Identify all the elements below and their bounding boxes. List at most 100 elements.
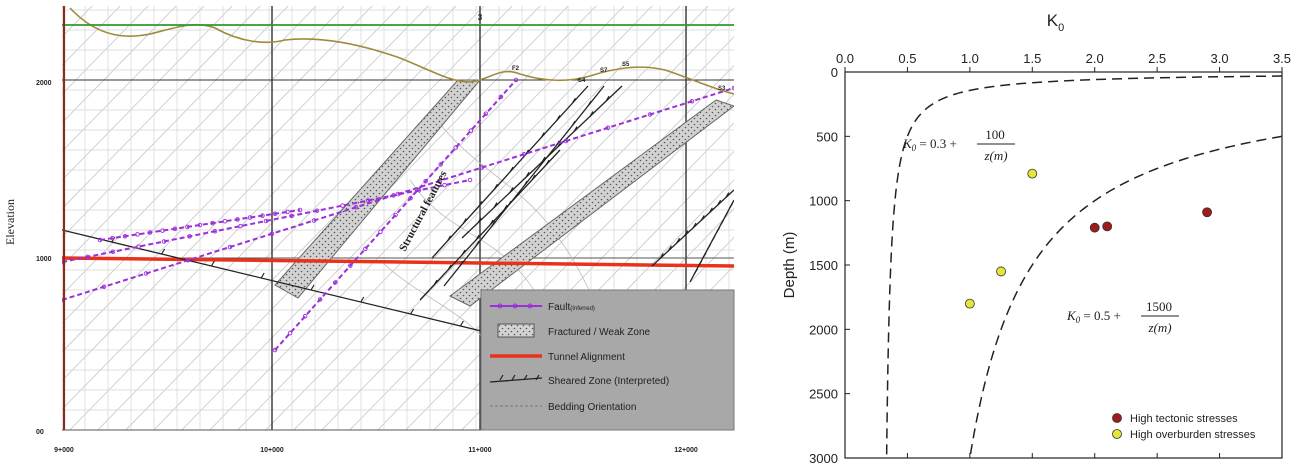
sheared-zone-tick xyxy=(410,308,415,315)
legend-fault-marker xyxy=(527,303,533,309)
fault-marker xyxy=(340,203,345,208)
bedding-hatch xyxy=(237,6,653,430)
fault-marker xyxy=(122,233,128,239)
fault-marker xyxy=(647,112,653,117)
fault-marker xyxy=(438,162,443,167)
y-tick-label: 0 xyxy=(831,65,838,80)
chart-svg: K00.0 0.5 1.0 1.5 2.0 2.5 3.0 3.505001000150020… xyxy=(781,11,1291,466)
x-tick-label: 1.5 xyxy=(1023,51,1041,66)
fault-marker xyxy=(365,198,371,203)
fault-marker xyxy=(269,231,275,236)
sheared-zone-tick xyxy=(555,140,560,147)
fault-marker xyxy=(161,239,167,244)
sheared-zone-tick xyxy=(503,204,508,211)
legend-item-weak: Fractured / Weak Zone xyxy=(497,323,651,338)
eq-k-sub: 0 xyxy=(912,143,917,153)
fault-marker xyxy=(498,94,504,100)
legend-label: Sheared Zone (Interpreted) xyxy=(548,376,669,387)
sheared-zone-tick xyxy=(447,235,452,242)
sheared-zone-tick xyxy=(523,180,528,187)
fault-marker xyxy=(442,182,447,188)
chainage-tick-label: 12+000 xyxy=(674,447,698,454)
elevation-tick-label: 2000 xyxy=(36,80,52,87)
sheared-zone-tick xyxy=(556,115,561,121)
legend-sublabel: (Inferred) xyxy=(570,306,595,312)
fault-marker xyxy=(187,234,192,239)
sheared-zone-tick xyxy=(461,249,466,256)
fault-marker xyxy=(212,228,218,234)
sheared-zone-tick xyxy=(573,126,578,132)
sheared-zone-tick xyxy=(589,111,594,117)
fault-marker xyxy=(160,228,165,233)
sheared-zone-tick xyxy=(693,268,698,275)
fault-marker xyxy=(393,212,398,218)
fault-marker xyxy=(348,263,353,268)
legend-fault-marker xyxy=(512,303,518,309)
fault-marker xyxy=(311,218,317,223)
legend-marker xyxy=(1112,413,1122,423)
data-point-series-2 xyxy=(996,266,1006,277)
fault-marker xyxy=(391,193,396,198)
fault-marker xyxy=(437,178,443,183)
fault-marker xyxy=(97,237,103,243)
k0-depth-chart: K0 0.0 0.5 1.0 1.5 2.0 2.5 3.0 3.5 0 500 1000 1500 20… xyxy=(770,0,1309,467)
chainage-tick-label: 9+000 xyxy=(54,447,74,454)
fault-marker xyxy=(272,347,278,353)
bedding-hatch xyxy=(62,6,345,296)
y-tick-label: 500 xyxy=(816,129,838,144)
sheared-zone-tick xyxy=(692,222,697,229)
fault-marker xyxy=(521,151,527,157)
sheared-zone-tick xyxy=(700,215,705,221)
sheared-zone-tick xyxy=(720,219,725,225)
fault-marker xyxy=(287,330,293,336)
sheared-zone-tick xyxy=(433,279,438,286)
chainage-tick-label: 10+000 xyxy=(260,447,284,454)
legend-label: Fault(Inferred) xyxy=(548,302,595,313)
chart-legend: High tectonic stresses High overburden st… xyxy=(1112,413,1256,441)
legend-fault-marker xyxy=(497,303,503,309)
fault-marker xyxy=(227,244,233,250)
y-tick-label: 2500 xyxy=(809,387,838,402)
section-legend: Fault(Inferred) Fractured / Weak Zone Tunn… xyxy=(480,289,735,431)
fault-marker xyxy=(147,230,153,235)
bedding-hatch xyxy=(62,6,149,95)
legend-item-fault: Fault(Inferred) xyxy=(490,302,595,313)
feature-id-label: S7 xyxy=(600,68,608,74)
sheared-zone-tick xyxy=(475,234,480,241)
sheared-zone-tick xyxy=(725,192,730,198)
sheared-zone-tick xyxy=(571,120,576,127)
fault-marker xyxy=(479,165,485,170)
legend-label: Bedding Orientation xyxy=(548,402,636,413)
equation-lhs: K0 = 0.5 + xyxy=(1066,308,1121,325)
sheared-zone-tick xyxy=(707,243,712,250)
fault-marker xyxy=(197,222,203,228)
bedding-hatch xyxy=(62,6,373,324)
sheared-zone-tick xyxy=(676,237,681,244)
sheared-zone-tick xyxy=(545,159,550,166)
sheared-zone-tick xyxy=(531,174,536,181)
legend-label: Fractured / Weak Zone xyxy=(548,327,651,338)
fault-marker xyxy=(731,85,734,91)
fault-marker xyxy=(289,213,294,219)
bedding-hatch xyxy=(181,6,597,430)
bedding-hatch xyxy=(97,6,513,430)
sheared-zone-tick xyxy=(477,217,482,224)
equation-curve-2: K0 = 0.5 + 1500 z(m) xyxy=(1066,299,1179,335)
legend-item-sheared: Sheared Zone (Interpreted) xyxy=(489,374,669,387)
fault-marker xyxy=(689,98,695,104)
fault-marker xyxy=(285,209,290,215)
sheared-zone-tick xyxy=(698,260,703,266)
y-tick-label: 3000 xyxy=(809,451,838,466)
x-tick-label: 2.0 xyxy=(1086,51,1104,66)
sheared-zone-tick xyxy=(493,183,498,190)
x-tick-label: 2.5 xyxy=(1148,51,1166,66)
geological-section: Elevation 2000 1000 00 9+000 10+000 11+000 12+0… xyxy=(3,6,735,454)
elevation-tick-label: 00 xyxy=(36,429,44,436)
fault-marker xyxy=(110,249,116,254)
fault-marker xyxy=(238,223,243,229)
sheared-zone-tick xyxy=(605,95,610,102)
y-tick-label: 1000 xyxy=(809,194,838,209)
sheared-zone-tick xyxy=(459,260,464,267)
equation-numerator: 100 xyxy=(985,127,1005,142)
